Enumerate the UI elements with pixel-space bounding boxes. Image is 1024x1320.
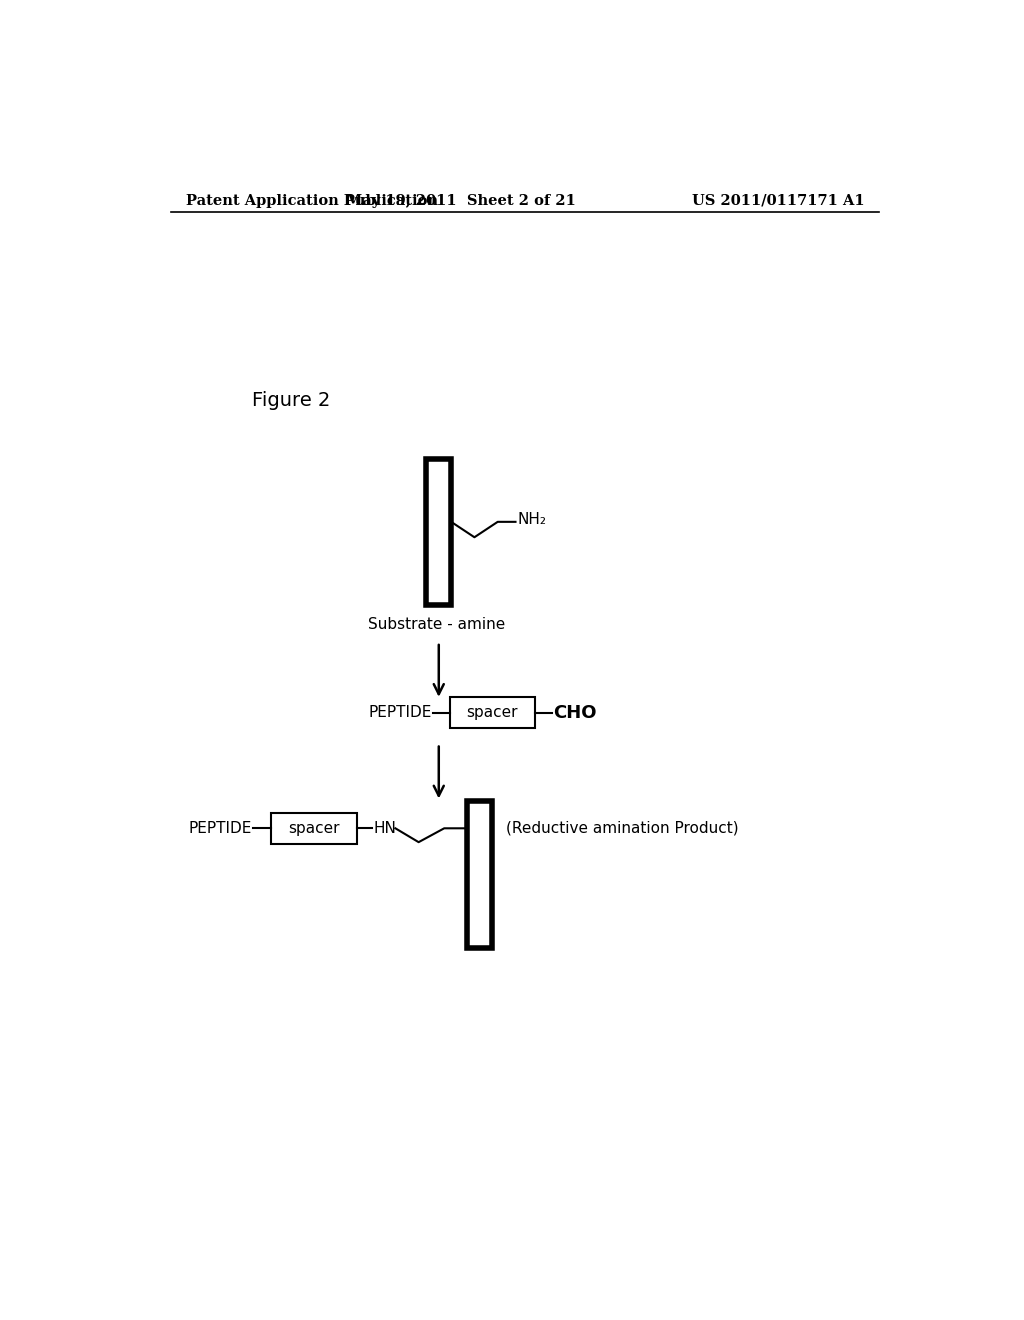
- Bar: [426, 459, 452, 605]
- Text: PEPTIDE: PEPTIDE: [188, 821, 252, 836]
- Bar: [467, 801, 493, 948]
- Text: PEPTIDE: PEPTIDE: [369, 705, 432, 721]
- Bar: [271, 813, 356, 843]
- Text: (Reductive amination Product): (Reductive amination Product): [506, 821, 739, 836]
- Text: spacer: spacer: [467, 705, 518, 721]
- Text: May 19, 2011  Sheet 2 of 21: May 19, 2011 Sheet 2 of 21: [346, 194, 577, 207]
- Text: Figure 2: Figure 2: [252, 392, 331, 411]
- Text: Substrate - amine: Substrate - amine: [369, 616, 506, 632]
- Text: HN: HN: [374, 821, 396, 836]
- Text: NH₂: NH₂: [517, 512, 546, 527]
- Text: spacer: spacer: [288, 821, 340, 836]
- Text: US 2011/0117171 A1: US 2011/0117171 A1: [691, 194, 864, 207]
- Bar: [450, 697, 535, 729]
- Text: CHO: CHO: [554, 704, 597, 722]
- Text: Patent Application Publication: Patent Application Publication: [186, 194, 438, 207]
